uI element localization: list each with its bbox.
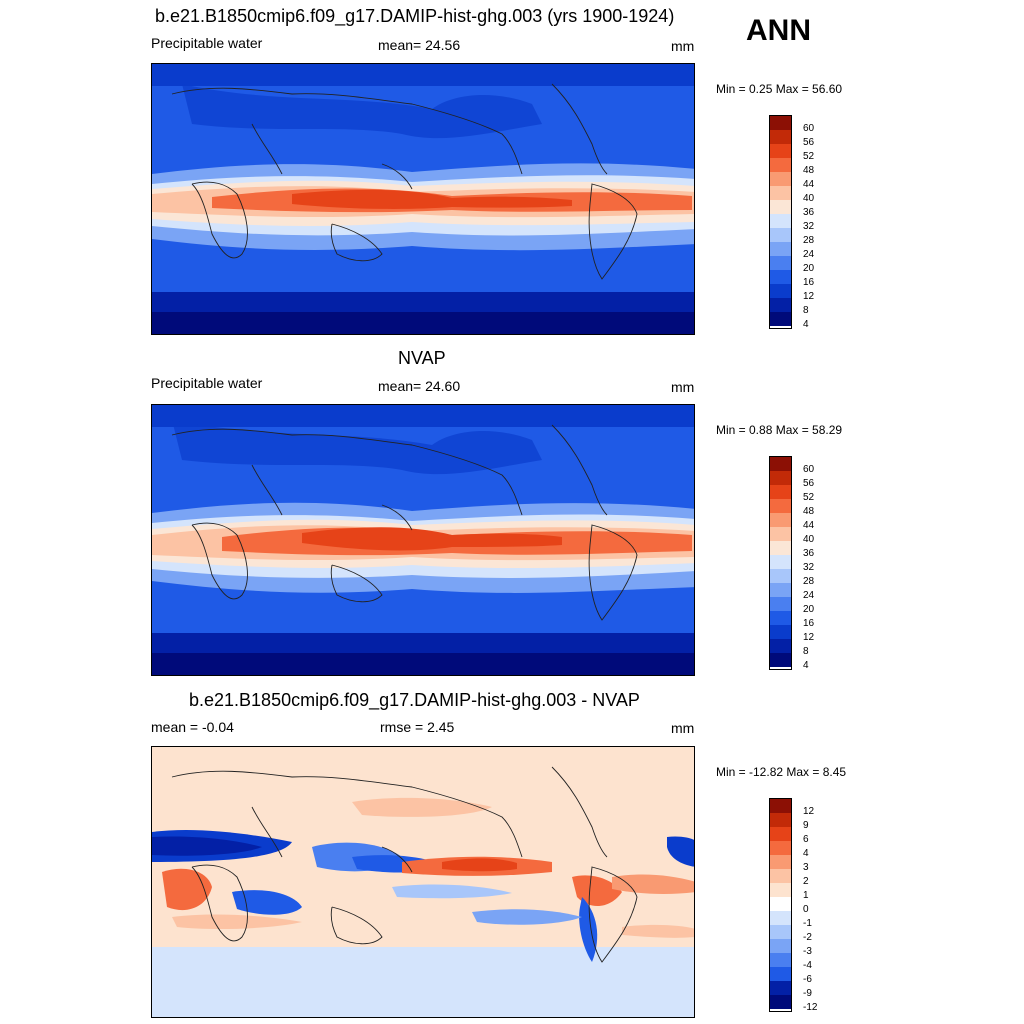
- panel-2-level: 8: [803, 646, 809, 657]
- panel-1-variable: Precipitable water: [151, 35, 263, 51]
- panel-2-field: [152, 405, 694, 675]
- panel-3-level: -1: [803, 918, 812, 929]
- panel-1-level: 36: [803, 207, 815, 218]
- panel-1-level: 48: [803, 165, 815, 176]
- panel-3-level: 12: [803, 806, 815, 817]
- panel-1-level: 16: [803, 277, 815, 288]
- panel-1-level: 12: [803, 291, 815, 302]
- panel-2-mean: mean= 24.60: [378, 378, 461, 394]
- panel-2-level: 28: [803, 576, 815, 587]
- panel-3-colorbar: [769, 798, 792, 1012]
- panel-3-level: 0: [803, 904, 809, 915]
- panel-2-level: 52: [803, 492, 815, 503]
- panel-3-map: [151, 746, 695, 1018]
- panel-2-level: 56: [803, 478, 815, 489]
- panel-3-level: 9: [803, 820, 809, 831]
- panel-1-colorbar: [769, 115, 792, 329]
- panel-1-level: 60: [803, 123, 815, 134]
- panel-3-level: -2: [803, 932, 812, 943]
- panel-2-title: NVAP: [398, 348, 446, 368]
- panel-1-field: [152, 64, 694, 334]
- panel-2-level: 32: [803, 562, 815, 573]
- panel-1-units: mm: [671, 38, 695, 54]
- panel-1-level: 8: [803, 305, 809, 316]
- panel-1-minmax: Min = 0.25 Max = 56.60: [716, 82, 843, 96]
- panel-2-level: 44: [803, 520, 815, 531]
- panel-2-minmax: Min = 0.88 Max = 58.29: [716, 423, 843, 437]
- panel-1-level: 40: [803, 193, 815, 204]
- panel-1-level: 28: [803, 235, 815, 246]
- panel-1-level: 56: [803, 137, 815, 148]
- panel-3-level: 3: [803, 862, 809, 873]
- panel-3-mean: mean = -0.04: [151, 719, 234, 735]
- season-label: ANN: [746, 14, 811, 47]
- panel-2-variable: Precipitable water: [151, 375, 263, 391]
- panel-3-level: -12: [803, 1002, 818, 1013]
- panel-1-map: [151, 63, 695, 335]
- panel-3-level: 6: [803, 834, 809, 845]
- panel-2-map: [151, 404, 695, 676]
- panel-3-title: b.e21.B1850cmip6.f09_g17.DAMIP-hist-ghg.…: [189, 690, 640, 710]
- panel-2-level: 4: [803, 660, 809, 671]
- panel-3-minmax: Min = -12.82 Max = 8.45: [716, 765, 847, 779]
- panel-3-level: -4: [803, 960, 812, 971]
- panel-2-colorbar: [769, 456, 792, 670]
- panel-2-level: 12: [803, 632, 815, 643]
- panel-2-level: 36: [803, 548, 815, 559]
- panel-1-level: 24: [803, 249, 815, 260]
- panel-3-level: 2: [803, 876, 809, 887]
- panel-2-level: 48: [803, 506, 815, 517]
- panel-2-level: 60: [803, 464, 815, 475]
- panel-1-mean: mean= 24.56: [378, 37, 461, 53]
- panel-3-level: -3: [803, 946, 812, 957]
- panel-3-level: 1: [803, 890, 809, 901]
- panel-1-level: 4: [803, 319, 809, 330]
- panel-3-units: mm: [671, 720, 695, 736]
- panel-1-level: 52: [803, 151, 815, 162]
- panel-2-level: 20: [803, 604, 815, 615]
- panel-2-level: 40: [803, 534, 815, 545]
- panel-1-level: 20: [803, 263, 815, 274]
- panel-3-level: -9: [803, 988, 812, 999]
- panel-3-level: -6: [803, 974, 812, 985]
- panel-2-units: mm: [671, 379, 695, 395]
- panel-1-level: 32: [803, 221, 815, 232]
- panel-3-rmse: rmse = 2.45: [380, 719, 455, 735]
- panel-1-level: 44: [803, 179, 815, 190]
- panel-2-level: 16: [803, 618, 815, 629]
- panel-2-level: 24: [803, 590, 815, 601]
- panel-1-title: b.e21.B1850cmip6.f09_g17.DAMIP-hist-ghg.…: [155, 6, 675, 26]
- panel-3-field: [152, 747, 694, 1017]
- panel-3-level: 4: [803, 848, 809, 859]
